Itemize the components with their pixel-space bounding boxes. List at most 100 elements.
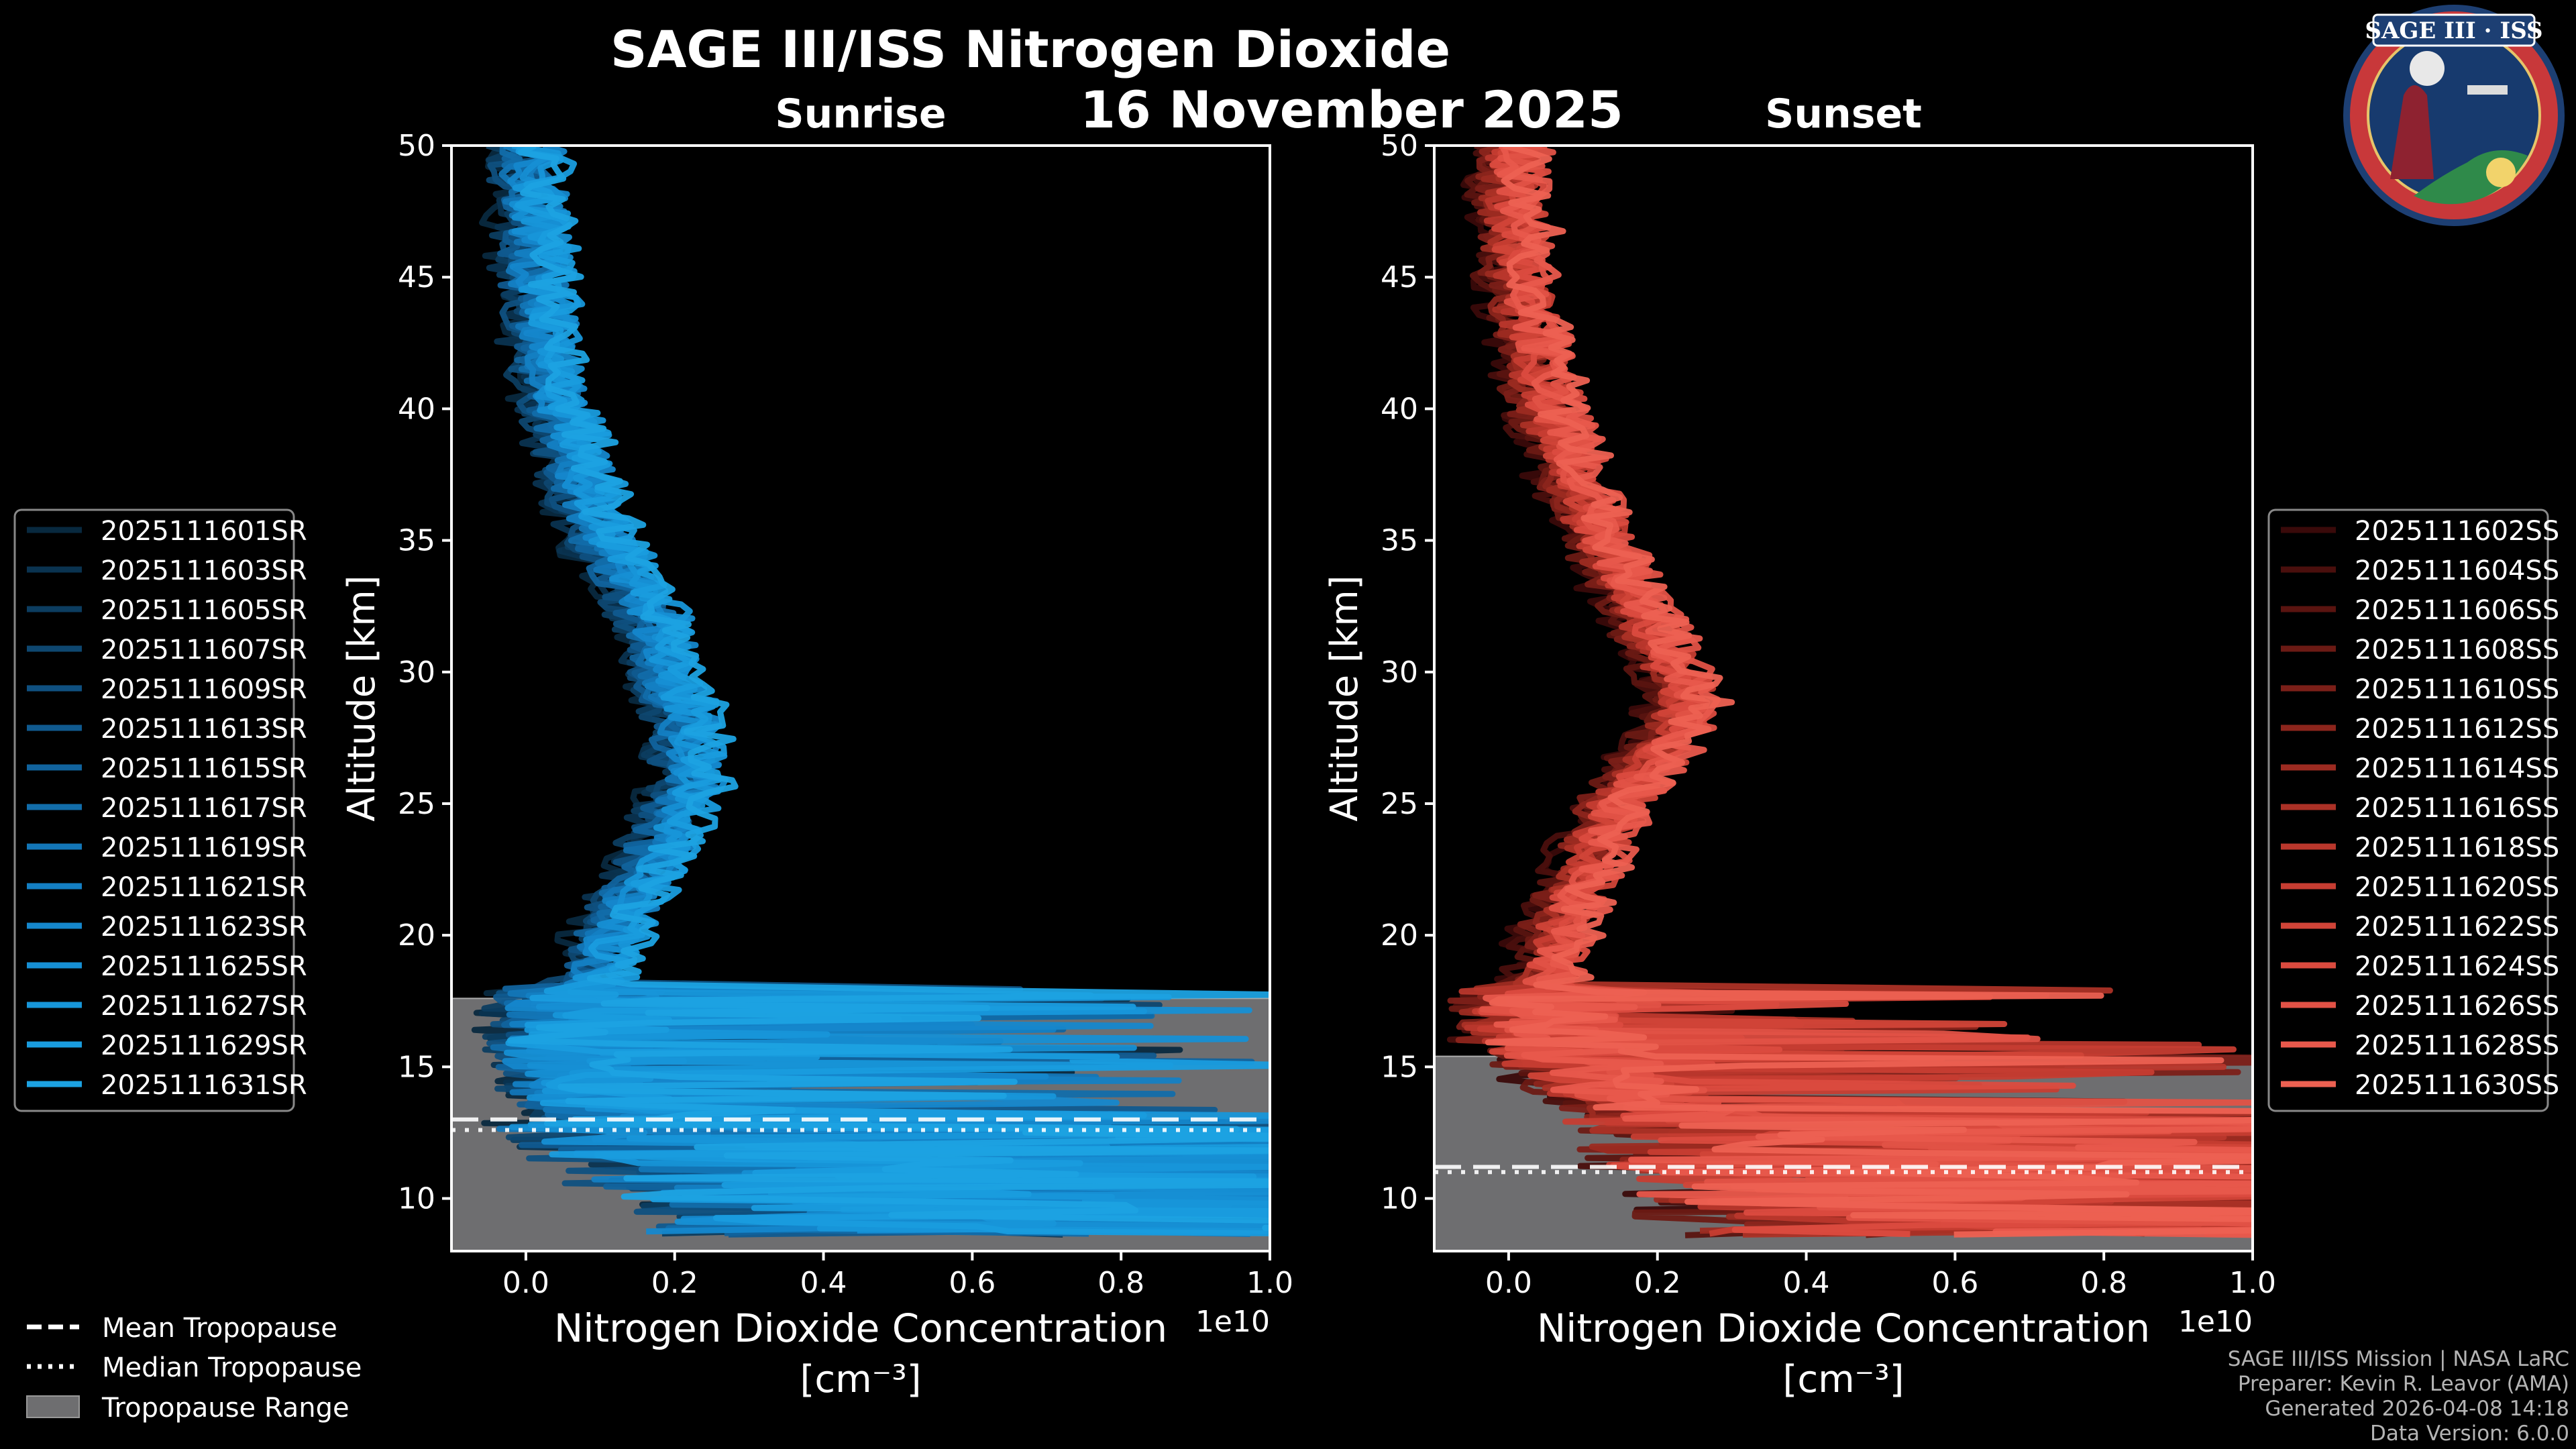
sunset-xunit: [cm⁻³] [1782, 1358, 1904, 1401]
sunrise-xtick-label: 1.0 [1246, 1266, 1293, 1300]
sunrise-xtick-label: 0.8 [1097, 1266, 1144, 1300]
sunrise-xtick-label: 0.0 [502, 1266, 549, 1300]
sunrise-profile-2025111631SR [506, 146, 1270, 1231]
sunset-ytick-label: 30 [1381, 655, 1418, 690]
logo-moon-icon [2410, 51, 2445, 86]
logo-figure-icon [2390, 85, 2434, 179]
sunset-legend-label: 2025111604SS [2355, 555, 2559, 586]
sunset-ylabel: Altitude [km] [1323, 575, 1366, 821]
sunrise-legend-label: 2025111619SR [101, 833, 307, 863]
tropopause-range-swatch [26, 1395, 80, 1418]
sunrise-legend: 2025111601SR 2025111603SR 2025111605SR 2025… [13, 508, 307, 1112]
sunrise-plot-area [451, 146, 1270, 1251]
sunrise-ytick-label: 45 [398, 260, 435, 294]
tropopause-legend: Mean Tropopause Median Tropopause Tropop… [26, 1313, 362, 1424]
sunrise-xlabel: Nitrogen Dioxide Concentration [554, 1305, 1167, 1351]
sunset-legend-label: 2025111622SS [2355, 912, 2559, 943]
sunrise-panel-title: Sunrise [775, 91, 946, 138]
sunrise-legend-box [13, 508, 295, 1112]
footer-preparer: Preparer: Kevin R. Leavor (AMA) [2238, 1372, 2569, 1396]
sunset-xtick-label: 0.4 [1783, 1266, 1830, 1300]
sunset-plot-area [1434, 146, 2253, 1251]
logo-banner [2372, 13, 2536, 47]
sunset-ytick-label: 15 [1381, 1050, 1418, 1084]
sunset-legend-label: 2025111628SS [2355, 1030, 2559, 1061]
sunrise-xtick-label: 0.4 [800, 1266, 847, 1300]
sunset-ytick-label: 20 [1381, 918, 1418, 953]
sunrise-legend-label: 2025111621SR [101, 872, 307, 903]
chart-title: SAGE III/ISS Nitrogen Dioxide [610, 19, 1450, 79]
sunset-ytick-label: 35 [1381, 524, 1418, 558]
sunset-panel: 0.0 0.2 0.4 0.6 0.8 1.0 10 15 20 25 30 35 40 45 50 Alt… [1323, 129, 2276, 1401]
footer-generated: Generated 2026-04-08 14:18 [2265, 1397, 2569, 1421]
sunset-xtick-label: 0.8 [2080, 1266, 2127, 1300]
sunset-legend-label: 2025111620SS [2355, 872, 2559, 903]
sunset-ytick-label: 50 [1381, 129, 1418, 163]
mean-tropopause-label: Mean Tropopause [102, 1313, 337, 1344]
sunset-profile-2025111630SS [1485, 146, 2253, 1238]
sunset-ytick-label: 10 [1381, 1182, 1418, 1216]
chart-date: 16 November 2025 [1080, 80, 1623, 140]
sunset-legend-label: 2025111626SS [2355, 991, 2559, 1022]
sunrise-legend-label: 2025111605SR [101, 595, 307, 626]
sunrise-legend-label: 2025111623SR [101, 912, 307, 943]
logo-text: SAGE III · ISS [2365, 17, 2542, 44]
sunrise-xtick-label: 0.6 [949, 1266, 996, 1300]
sunrise-x-offset: 1e10 [1195, 1305, 1270, 1339]
sunset-legend-label: 2025111612SS [2355, 714, 2559, 745]
sunset-xlabel: Nitrogen Dioxide Concentration [1537, 1305, 2150, 1351]
sunrise-ytick-label: 10 [398, 1182, 435, 1216]
sunrise-xtick-label: 0.2 [651, 1266, 698, 1300]
sunrise-legend-label: 2025111625SR [101, 951, 307, 982]
sunrise-ticks: 0.0 0.2 0.4 0.6 0.8 1.0 10 15 20 25 30 35 40 45 50 [398, 129, 1293, 1300]
sunset-legend-label: 2025111624SS [2355, 951, 2559, 982]
sunset-profile-2025111626SS [1479, 146, 2253, 1236]
mission-logo: SAGE III · ISS [2343, 5, 2565, 226]
sunrise-panel: 0.0 0.2 0.4 0.6 0.8 1.0 10 15 20 25 30 35 40 45 50 Alt… [340, 129, 1293, 1401]
tropopause-range-label: Tropopause Range [101, 1393, 350, 1424]
sunset-ticks: 0.0 0.2 0.4 0.6 0.8 1.0 10 15 20 25 30 35 40 45 50 [1381, 129, 2276, 1300]
sunset-ytick-label: 45 [1381, 260, 1418, 294]
sunset-legend-label: 2025111618SS [2355, 833, 2559, 863]
sunset-legend-box [2267, 508, 2549, 1112]
sunset-legend: 2025111602SS 2025111604SS 2025111606SS 2025… [2267, 508, 2559, 1112]
sunrise-legend-label: 2025111607SR [101, 635, 307, 665]
sunset-legend-label: 2025111608SS [2355, 635, 2559, 665]
sunset-legend-label: 2025111630SS [2355, 1070, 2559, 1101]
sunset-legend-label: 2025111602SS [2355, 516, 2559, 547]
sunset-panel-title: Sunset [1765, 91, 1922, 138]
footer-mission: SAGE III/ISS Mission | NASA LaRC [2228, 1347, 2569, 1371]
sunset-ytick-label: 40 [1381, 392, 1418, 426]
sunset-legend-label: 2025111616SS [2355, 793, 2559, 824]
sunrise-legend-label: 2025111603SR [101, 555, 307, 586]
sunrise-ytick-label: 30 [398, 655, 435, 690]
sunrise-ytick-label: 35 [398, 524, 435, 558]
sunset-xtick-label: 0.0 [1485, 1266, 1532, 1300]
sunrise-legend-label: 2025111601SR [101, 516, 307, 547]
sunrise-legend-label: 2025111615SR [101, 753, 307, 784]
sunrise-ytick-label: 25 [398, 787, 435, 821]
sunrise-legend-label: 2025111627SR [101, 991, 307, 1022]
sunrise-legend-label: 2025111629SR [101, 1030, 307, 1061]
sunset-ytick-label: 25 [1381, 787, 1418, 821]
sunset-x-offset: 1e10 [2178, 1305, 2253, 1339]
sunrise-ylabel: Altitude [km] [340, 575, 384, 821]
sunrise-ytick-label: 40 [398, 392, 435, 426]
footer: SAGE III/ISS Mission | NASA LaRC Prepare… [2228, 1347, 2569, 1446]
logo-sun-icon [2486, 158, 2516, 187]
sunset-legend-label: 2025111610SS [2355, 674, 2559, 705]
footer-version: Data Version: 6.0.0 [2370, 1421, 2569, 1446]
sunset-legend-label: 2025111614SS [2355, 753, 2559, 784]
sunrise-legend-label: 2025111617SR [101, 793, 307, 824]
logo-iss-icon [2467, 85, 2508, 95]
sunset-xtick-label: 0.6 [1931, 1266, 1978, 1300]
sunrise-ytick-label: 20 [398, 918, 435, 953]
median-tropopause-label: Median Tropopause [102, 1352, 362, 1383]
sunrise-xunit: [cm⁻³] [800, 1358, 921, 1401]
sunrise-legend-label: 2025111613SR [101, 714, 307, 745]
sunrise-axes-frame [450, 144, 1271, 1252]
sunset-axes-frame [1433, 144, 2254, 1252]
sunset-legend-label: 2025111606SS [2355, 595, 2559, 626]
sunrise-ytick-label: 15 [398, 1050, 435, 1084]
